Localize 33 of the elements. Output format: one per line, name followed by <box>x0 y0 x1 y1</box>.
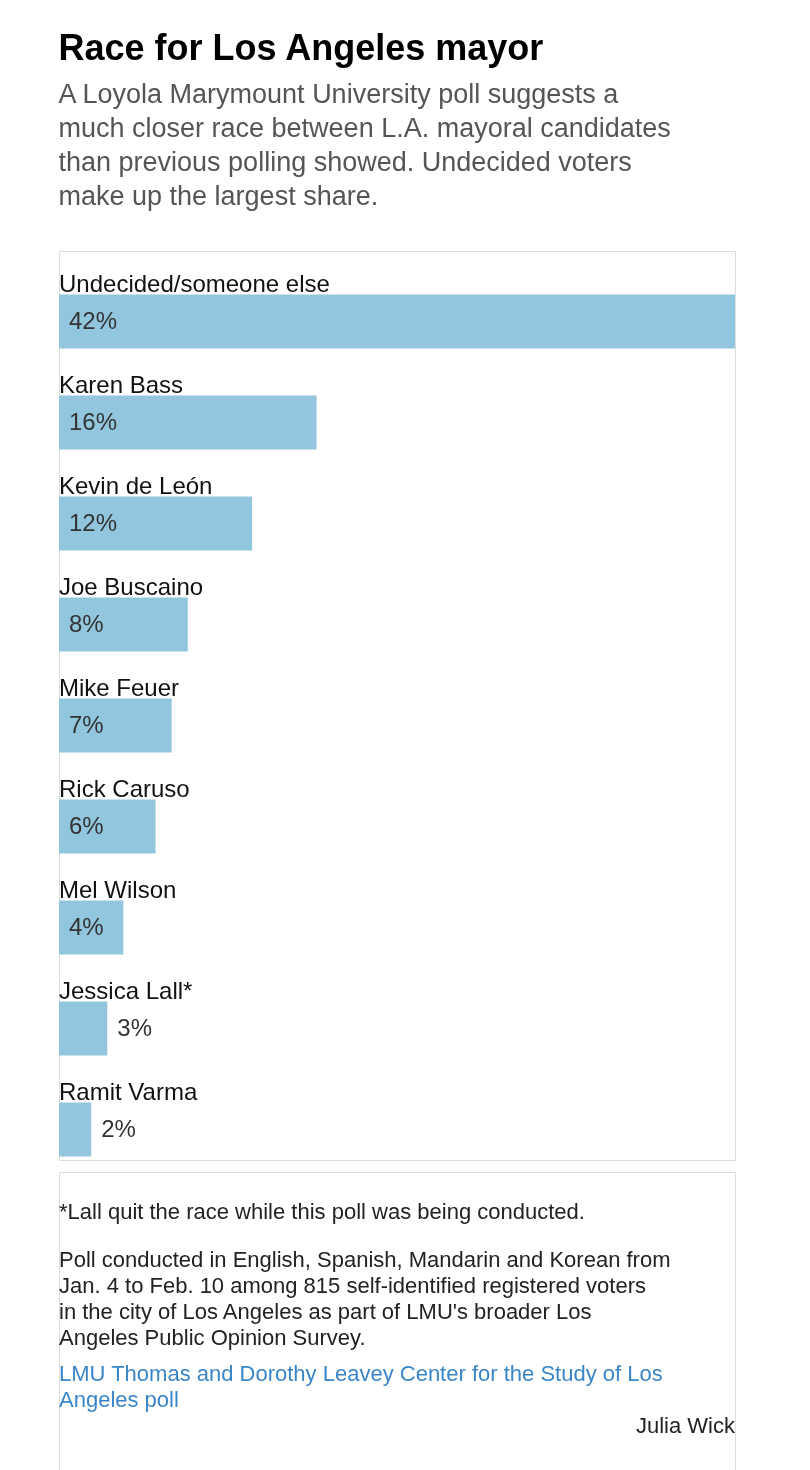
y-tick-label: Mel Wilson <box>59 875 177 903</box>
bar <box>59 395 317 450</box>
bar <box>59 294 735 349</box>
y-tick-label: Mike Feuer <box>59 673 180 701</box>
bar <box>59 1102 92 1157</box>
text: *Lall quit the race while this poll was being conducted. <box>59 1199 585 1224</box>
data-label: 42% <box>69 306 118 334</box>
y-tick-label: Joe Buscaino <box>59 572 204 600</box>
data-label: 2% <box>101 1114 136 1142</box>
data-label: 16% <box>69 407 118 435</box>
y-tick-label: Jessica Lall* <box>59 976 193 1004</box>
y-tick-label: Ramit Varma <box>59 1077 198 1105</box>
y-tick-label: Rick Caruso <box>59 774 190 802</box>
bar <box>59 698 172 753</box>
bar <box>59 496 253 551</box>
data-label: 3% <box>117 1013 152 1041</box>
bar <box>59 799 156 854</box>
data-label: 12% <box>69 508 118 536</box>
y-tick-label: Kevin de León <box>59 471 213 499</box>
bar <box>59 597 188 652</box>
text: Julia Wick <box>635 1413 736 1438</box>
data-label: 7% <box>69 710 104 738</box>
data-label: 4% <box>69 912 104 940</box>
text: Poll conducted in English, Spanish, Mandarin and Korean from Jan. 4 to Feb. 10 among 815 self-identified registered voters in the city of Los Angeles as part of LMU's broader Los Angeles Public Opinion Survey. <box>59 1247 671 1350</box>
chart-subtitle: A Loyola Marymount University poll suggests a much closer race between L.A. mayoral candidates than previous polling showed. Undecided voters make up the largest share. <box>58 78 671 211</box>
chart-title: Race for Los Angeles mayor <box>58 26 544 68</box>
text: LMU Thomas and Dorothy Leavey Center for the Study of Los Angeles poll <box>59 1361 663 1412</box>
bar <box>59 1001 108 1056</box>
data-label: 8% <box>69 609 104 637</box>
y-tick-label: Undecided/someone else <box>59 269 330 297</box>
y-tick-label: Karen Bass <box>59 370 184 398</box>
data-label: 6% <box>69 811 104 839</box>
bar <box>59 900 124 955</box>
